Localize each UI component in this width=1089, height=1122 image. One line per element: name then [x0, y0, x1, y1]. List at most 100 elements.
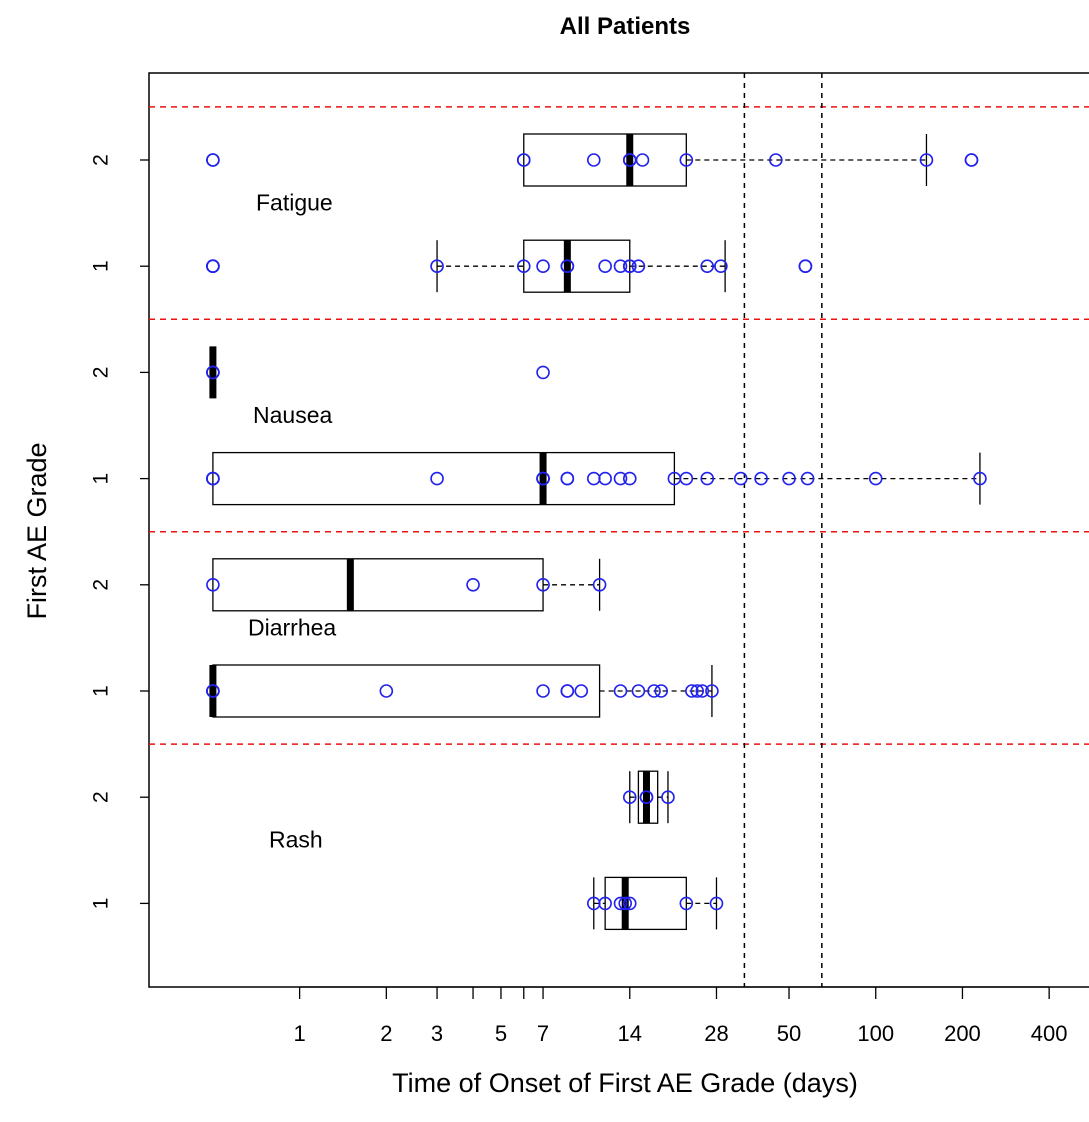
x-axis: 1 2 3 5 7 14 28 50 100 200 400	[293, 986, 1068, 1046]
data-point	[733, 471, 748, 486]
data-point	[631, 684, 646, 698]
y-tick-label: 1	[90, 685, 113, 697]
data-point	[613, 259, 628, 274]
data-point	[868, 471, 883, 486]
data-point	[536, 259, 550, 274]
data-point	[647, 684, 661, 698]
data-point	[613, 896, 628, 911]
data-point	[714, 259, 728, 274]
data-point	[206, 684, 220, 698]
data-point	[705, 684, 719, 698]
data-point	[560, 684, 575, 698]
data-point	[536, 684, 550, 698]
data-point	[536, 577, 550, 592]
y-tick-label: 1	[90, 898, 113, 910]
data-point	[754, 471, 768, 486]
data-point	[613, 684, 628, 698]
data-point	[206, 153, 220, 167]
x-tick-label: 28	[704, 1021, 728, 1046]
data-point	[586, 471, 601, 486]
data-point	[798, 259, 813, 274]
data-point	[206, 471, 220, 486]
data-point	[700, 259, 715, 274]
data-point	[574, 684, 589, 698]
x-tick-label: 7	[537, 1021, 549, 1046]
data-point	[379, 684, 394, 698]
data-point	[679, 471, 694, 486]
data-point	[516, 153, 531, 167]
data-point	[206, 577, 220, 592]
x-tick-label: 100	[857, 1021, 894, 1046]
data-point	[973, 471, 987, 486]
data-point	[598, 259, 612, 274]
box-rect	[212, 558, 544, 612]
chart-title: All Patients	[560, 13, 691, 40]
data-point	[592, 577, 607, 592]
data-point	[618, 896, 633, 911]
data-point	[622, 896, 637, 911]
data-point	[430, 471, 444, 486]
y-tick-label: 1	[90, 260, 113, 272]
x-tick-label: 5	[495, 1021, 507, 1046]
data-point	[919, 153, 934, 167]
x-axis-label: Time of Onset of First AE Grade (days)	[392, 1068, 858, 1098]
y-axis: 1 2 1 2 1 2 1 2	[90, 154, 149, 910]
data-point	[709, 896, 724, 911]
data-point	[800, 471, 815, 486]
data-point	[536, 365, 550, 380]
reference-lines	[743, 73, 823, 987]
data-point	[782, 471, 796, 486]
y-tick-label: 2	[90, 154, 113, 166]
data-point	[466, 577, 480, 592]
data-point	[622, 790, 637, 805]
data-point	[613, 471, 628, 486]
y-tick-label: 2	[90, 367, 113, 379]
data-point	[206, 259, 220, 274]
x-tick-label: 50	[777, 1021, 801, 1046]
data-point	[622, 471, 637, 486]
data-point	[516, 259, 531, 274]
data-point	[661, 790, 675, 805]
data-point	[769, 153, 783, 167]
box-rect	[212, 664, 601, 718]
data-point	[654, 684, 669, 698]
box-series	[209, 133, 981, 931]
x-tick-label: 3	[431, 1021, 443, 1046]
box-rect	[523, 133, 687, 187]
x-tick-label: 2	[380, 1021, 392, 1046]
data-point	[206, 365, 220, 380]
data-point	[631, 259, 646, 274]
data-point	[690, 684, 704, 698]
data-point	[536, 471, 550, 486]
data-point	[695, 684, 710, 698]
box-rect	[604, 876, 687, 931]
data-point	[685, 684, 699, 698]
data-point	[560, 259, 575, 274]
data-points	[206, 153, 987, 911]
box-rect	[523, 239, 631, 293]
data-point	[700, 471, 715, 486]
data-point	[430, 259, 444, 274]
data-point	[598, 471, 612, 486]
box-rect	[212, 451, 676, 506]
data-point	[560, 471, 575, 486]
x-tick-label: 1	[293, 1021, 305, 1046]
data-point	[622, 259, 637, 274]
y-axis-label: First AE Grade	[22, 442, 52, 619]
data-point	[964, 153, 979, 167]
data-point	[586, 153, 601, 167]
data-point	[598, 896, 612, 911]
x-tick-label: 14	[618, 1021, 642, 1046]
data-point	[635, 153, 650, 167]
y-tick-label: 2	[90, 791, 113, 803]
group-label: Fatigue	[256, 189, 333, 215]
data-point	[639, 790, 654, 805]
y-tick-label: 1	[90, 473, 113, 485]
group-separators	[149, 106, 1089, 745]
x-tick-label: 200	[944, 1021, 981, 1046]
x-tick-label: 400	[1031, 1021, 1068, 1046]
group-labels: Rash Diarrhea Nausea Fatigue	[248, 189, 336, 852]
group-label: Diarrhea	[248, 614, 336, 640]
data-point	[679, 896, 694, 911]
